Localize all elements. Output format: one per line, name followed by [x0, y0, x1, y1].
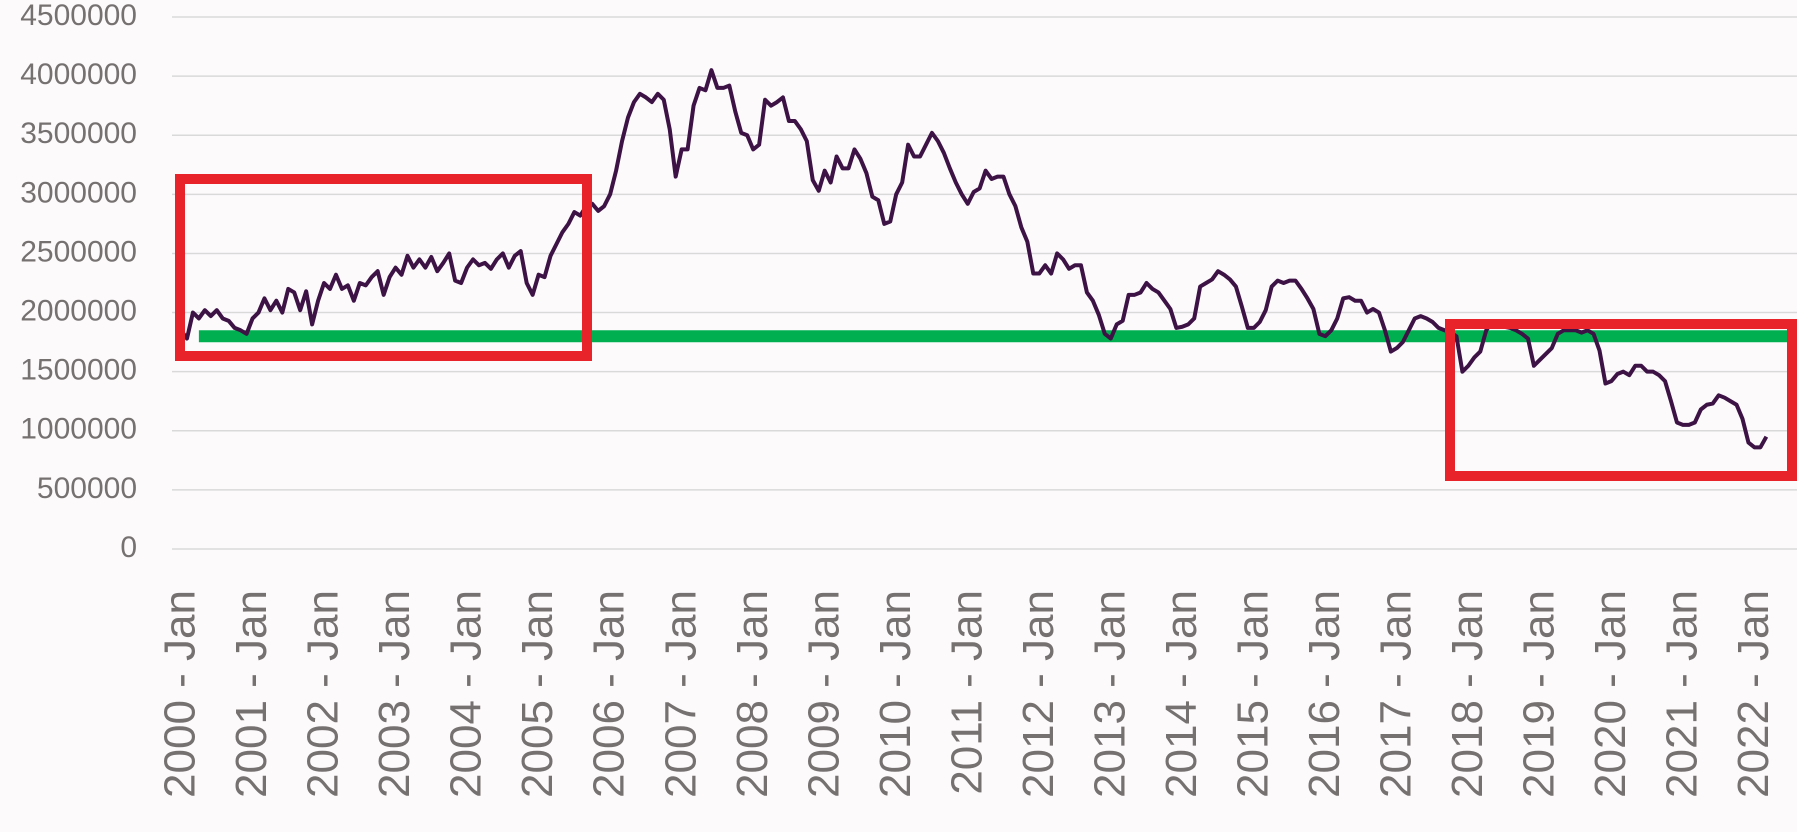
- x-tick-label: 2002 - Jan: [299, 590, 348, 798]
- x-tick-label: 2001 - Jan: [227, 590, 276, 798]
- x-tick-label: 2016 - Jan: [1300, 590, 1349, 798]
- y-tick-label: 0: [120, 531, 137, 564]
- x-tick-label: 2000 - Jan: [156, 590, 205, 798]
- x-tick-label: 2006 - Jan: [585, 590, 634, 798]
- x-tick-label: 2014 - Jan: [1157, 590, 1206, 798]
- plot: 0 500000 1000000 1500000 2000000 2500000 30000…: [20, 0, 1797, 798]
- x-tick-label: 2017 - Jan: [1371, 590, 1420, 798]
- x-tick-label: 2021 - Jan: [1658, 590, 1707, 798]
- x-tick-label: 2008 - Jan: [728, 590, 777, 798]
- x-tick-label: 2018 - Jan: [1443, 590, 1492, 798]
- y-tick-label: 4000000: [20, 58, 137, 91]
- x-tick-label: 2009 - Jan: [799, 590, 848, 798]
- x-tick-label: 2004 - Jan: [442, 590, 491, 798]
- x-tick-label: 2022 - Jan: [1729, 590, 1778, 798]
- y-tick-label: 3500000: [20, 117, 137, 150]
- y-tick-label: 500000: [37, 472, 137, 505]
- y-tick-label: 1500000: [20, 354, 137, 387]
- x-tick-label: 2020 - Jan: [1586, 590, 1635, 798]
- x-tick-label: 2015 - Jan: [1228, 590, 1277, 798]
- y-tick-label: 1000000: [20, 413, 137, 446]
- highlight-box: [1445, 319, 1797, 481]
- x-tick-label: 2010 - Jan: [871, 590, 920, 798]
- x-tick-label: 2007 - Jan: [656, 590, 705, 798]
- y-tick-label: 2500000: [20, 235, 137, 268]
- x-tick-label: 2005 - Jan: [513, 590, 562, 798]
- x-tick-label: 2012 - Jan: [1014, 590, 1063, 798]
- data-line: [179, 68, 1769, 450]
- x-tick-label: 2003 - Jan: [370, 590, 419, 798]
- y-tick-label: 3000000: [20, 176, 137, 209]
- highlight-box: [175, 174, 592, 361]
- x-tick-label: 2019 - Jan: [1515, 590, 1564, 798]
- y-tick-label: 2000000: [20, 294, 137, 327]
- x-tick-label: 2011 - Jan: [942, 590, 991, 795]
- y-tick-label: 4500000: [20, 0, 137, 32]
- x-tick-label: 2013 - Jan: [1085, 590, 1134, 798]
